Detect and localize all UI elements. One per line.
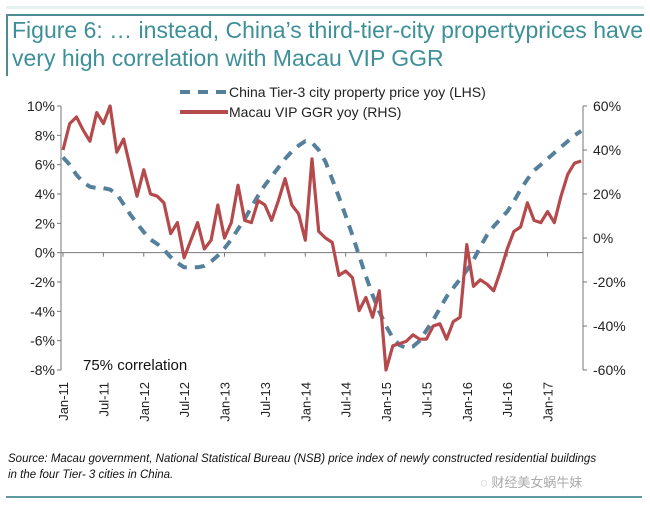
x-tick-label: Jul-12 <box>177 382 192 417</box>
title-frame: Figure 6: … instead, China’s third-tier-… <box>6 14 644 76</box>
watermark: ◌ 财经美女蜗牛妹 <box>480 472 582 491</box>
chart-title: Figure 6: … instead, China’s third-tier-… <box>12 17 644 71</box>
wechat-icon: ◌ <box>480 475 492 490</box>
right-tick-label: 60% <box>593 98 621 114</box>
x-tick-label: Jul-16 <box>500 382 515 417</box>
x-tick-label: Jul-15 <box>419 382 434 417</box>
chart: 10% 8% 6% 4% 2% 0% -2% -4% -6% -8% 60% 40% 20% 0% -20%… <box>27 84 626 422</box>
top-border <box>6 6 644 9</box>
left-tick-label: -8% <box>30 362 55 378</box>
left-tick-label: 6% <box>35 157 55 173</box>
left-tick-label: 8% <box>35 127 55 143</box>
tier3-property-price-line <box>61 129 583 350</box>
legend-label: Macau VIP GGR yoy (RHS) <box>229 104 401 120</box>
bottom-border <box>6 496 642 498</box>
left-tick-label: 2% <box>35 215 55 231</box>
x-tick-label: Jan-15 <box>379 382 394 422</box>
right-tick-label: 0% <box>593 230 613 246</box>
watermark-text: 财经美女蜗牛妹 <box>491 475 583 490</box>
left-tick-label: -6% <box>30 333 55 349</box>
source-note: Source: Macau government, National Stati… <box>8 453 597 481</box>
x-tick-label: Jan-12 <box>137 382 152 422</box>
correlation-annotation: 75% correlation <box>83 357 187 374</box>
x-tick-label: Jul-13 <box>258 382 273 417</box>
legend-label: China Tier-3 city property price yoy (LH… <box>229 84 486 100</box>
macau-vip-ggr-line <box>61 104 582 372</box>
x-tick-label: Jan-11 <box>56 382 71 421</box>
x-tick-label: Jan-17 <box>541 382 556 422</box>
x-tick-label: Jan-14 <box>298 382 313 422</box>
x-tick-label: Jul-14 <box>339 382 354 417</box>
right-tick-label: -60% <box>593 362 626 378</box>
x-tick-label: Jul-11 <box>96 382 111 416</box>
left-tick-label: 4% <box>35 186 55 202</box>
x-tick-label: Jan-16 <box>460 382 475 422</box>
right-tick-label: 40% <box>593 142 621 158</box>
x-tick-label: Jan-13 <box>218 382 233 422</box>
right-tick-label: 20% <box>593 186 621 202</box>
left-tick-label: 0% <box>35 245 55 261</box>
left-tick-label: 10% <box>27 98 55 114</box>
right-tick-label: -20% <box>593 274 626 290</box>
left-tick-label: -2% <box>30 274 55 290</box>
left-tick-label: -4% <box>30 303 55 319</box>
right-tick-label: -40% <box>593 318 626 334</box>
